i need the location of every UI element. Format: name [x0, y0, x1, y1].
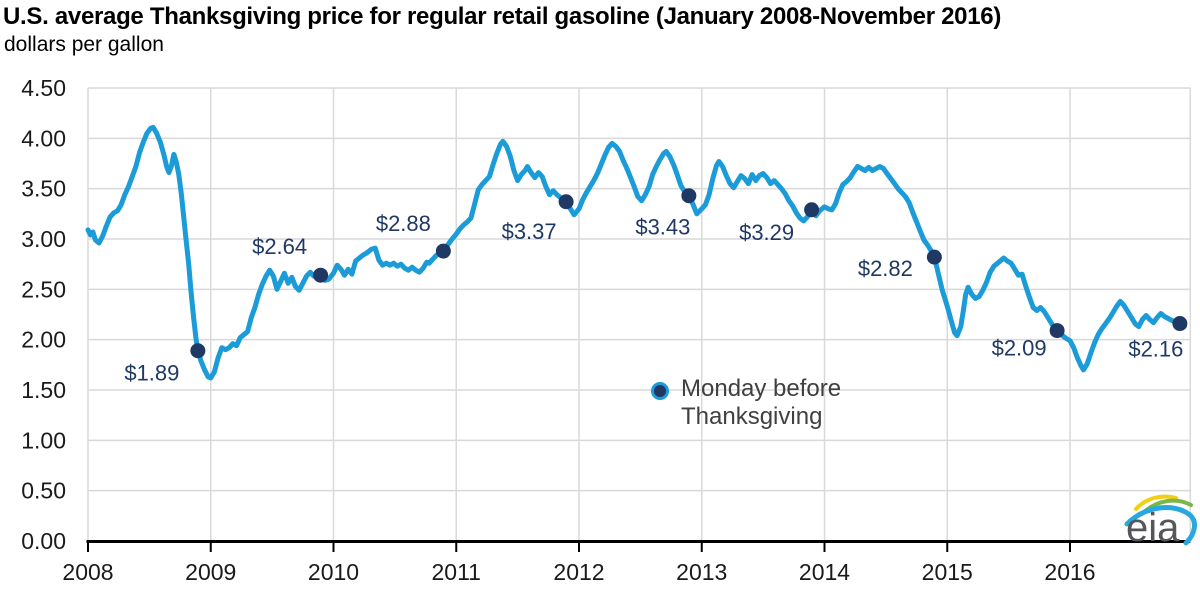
- y-tick-label: 4.50: [21, 75, 66, 101]
- thanksgiving-dot-2008: [190, 343, 206, 359]
- thanksgiving-dot-2014: [926, 249, 942, 265]
- y-tick-label: 3.00: [21, 226, 66, 252]
- y-tick-label: 4.00: [21, 125, 66, 151]
- y-tick-label: 2.50: [21, 276, 66, 302]
- legend-label-line1: Monday before: [681, 375, 841, 402]
- legend-label-line2: Thanksgiving: [681, 403, 822, 430]
- point-label-2016: $2.16: [1128, 337, 1183, 362]
- point-label-2014: $2.82: [858, 256, 913, 281]
- legend-marker-icon: [651, 382, 669, 400]
- chart-title: U.S. average Thanksgiving price for regu…: [3, 3, 1002, 30]
- point-label-2009: $2.64: [252, 234, 307, 259]
- y-tick-label: 2.00: [21, 327, 66, 353]
- chart-units-label: dollars per gallon: [4, 33, 164, 56]
- point-labels: $1.89 $2.64 $2.88 $3.37 $3.43 $3.29 $2.82 $2.09…: [124, 211, 1183, 386]
- point-label-2015: $2.09: [992, 336, 1047, 361]
- x-tick-label: 2008: [62, 559, 113, 585]
- x-tick-label: 2009: [185, 559, 236, 585]
- thanksgiving-dot-2015: [1049, 323, 1065, 339]
- point-label-2012: $3.43: [635, 215, 690, 240]
- x-axis-labels: 2008 2009 2010 2011 2012 2013 2014 2015 2016: [62, 559, 1095, 585]
- x-axis: [86, 540, 1191, 552]
- eia-logo-text: eia: [1126, 506, 1180, 550]
- x-tick-label: 2016: [1044, 559, 1095, 585]
- thanksgiving-dot-2011: [558, 194, 574, 210]
- point-label-2011: $3.37: [502, 219, 557, 244]
- price-line-group: [85, 124, 1187, 381]
- x-tick-label: 2013: [676, 559, 727, 585]
- y-axis-labels: 0.00 0.50 1.00 1.50 2.00 2.50 3.00 3.50 4.00 4.50: [21, 75, 66, 554]
- eia-logo-swoosh-blue-icon: [1124, 505, 1197, 546]
- y-tick-label: 1.00: [21, 427, 66, 453]
- x-tick-label: 2010: [308, 559, 359, 585]
- thanksgiving-dots: [190, 188, 1188, 359]
- point-label-2010: $2.88: [376, 211, 431, 236]
- x-tick-label: 2014: [799, 559, 850, 585]
- gridlines: [87, 87, 1192, 541]
- x-tick-label: 2011: [432, 559, 481, 585]
- eia-logo-swoosh-yellow-icon: [1134, 494, 1178, 511]
- thanksgiving-dot-2013: [804, 202, 820, 218]
- thanksgiving-dot-2010: [435, 243, 451, 259]
- point-label-2013: $3.29: [739, 220, 794, 245]
- y-tick-label: 3.50: [21, 176, 66, 202]
- point-label-2008: $1.89: [124, 361, 179, 386]
- y-tick-label: 0.50: [21, 478, 66, 504]
- eia-logo: eia: [1124, 494, 1197, 550]
- y-tick-label: 0.00: [21, 528, 66, 554]
- price-line: [85, 124, 1187, 381]
- x-tick-label: 2015: [922, 559, 973, 585]
- x-tick-label: 2012: [553, 559, 604, 585]
- legend: Monday before Thanksgiving: [651, 375, 841, 430]
- y-tick-label: 1.50: [21, 377, 66, 403]
- thanksgiving-dot-2016: [1172, 316, 1188, 332]
- thanksgiving-dot-2012: [681, 188, 697, 204]
- thanksgiving-dot-2009: [313, 267, 329, 283]
